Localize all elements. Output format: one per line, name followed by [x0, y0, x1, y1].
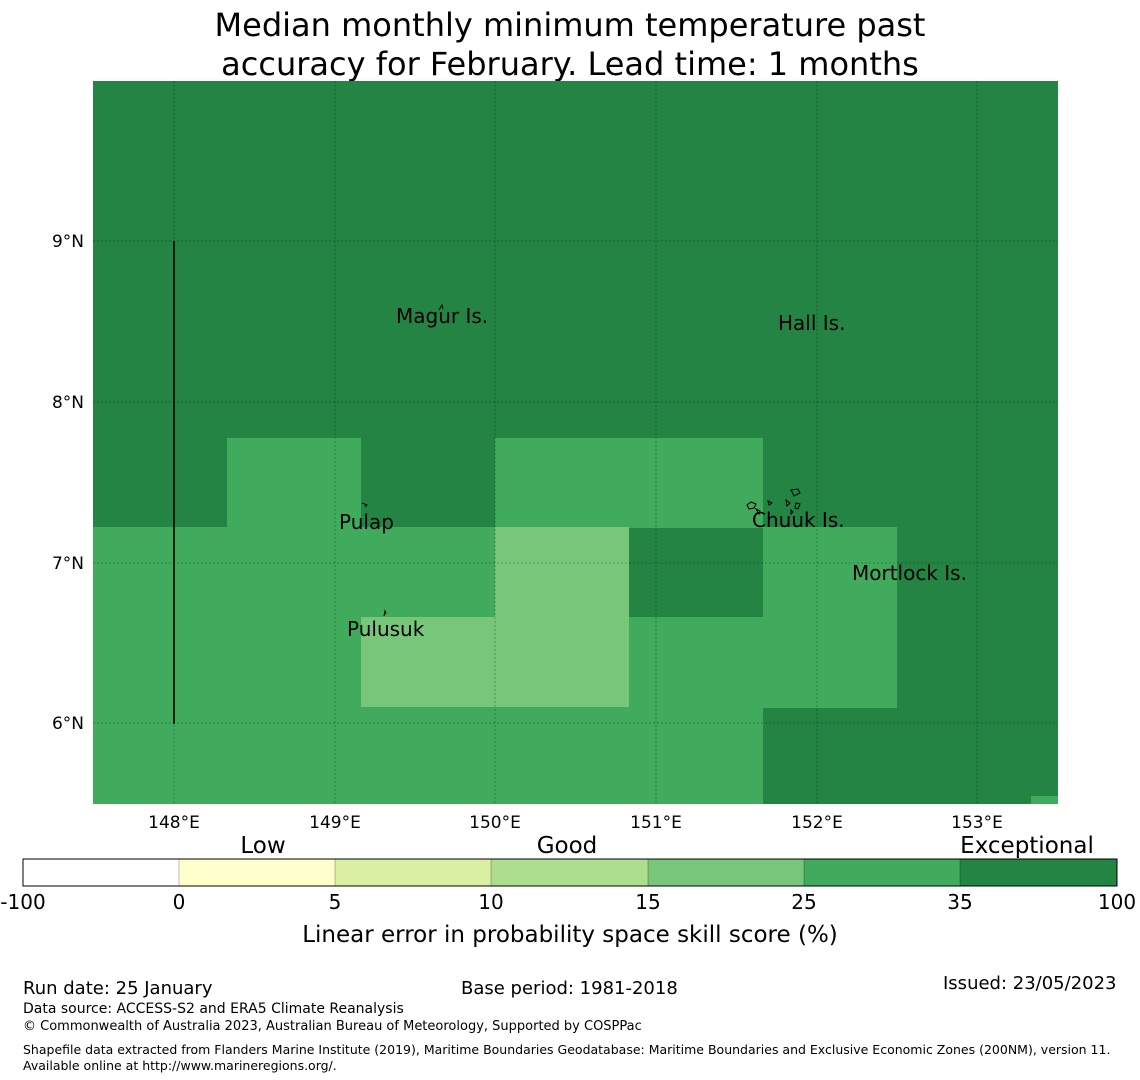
cell-very-good	[629, 617, 897, 708]
cell-very-good	[1031, 796, 1058, 804]
colorbar-swatch	[648, 859, 805, 886]
colorbar-tick: 25	[791, 890, 816, 914]
cell-very-good	[495, 438, 763, 528]
colorbar-swatch	[491, 859, 648, 886]
colorbar-tick: 0	[173, 890, 186, 914]
island-chuuk-north	[790, 488, 801, 497]
colorbar-swatch	[960, 859, 1117, 886]
colorbar-tick: 5	[329, 890, 342, 914]
island-chuuk-islet	[790, 508, 794, 516]
place-label-pulusuk: Pulusuk	[347, 617, 425, 641]
colorbar	[22, 858, 1118, 887]
legend-category-low: Low	[240, 833, 285, 859]
place-label-mortlock: Mortlock Is.	[852, 561, 967, 585]
cell-very-good	[93, 527, 497, 618]
place-label-chuuk: Chuuk Is.	[752, 508, 845, 532]
copyright: © Commonwealth of Australia 2023, Austra…	[23, 1019, 642, 1034]
lon-label: 152°E	[791, 813, 843, 833]
lon-label: 153°E	[951, 813, 1003, 833]
colorbar-swatch	[335, 859, 492, 886]
cell-very-good	[93, 707, 763, 804]
cell-good	[495, 527, 629, 618]
colorbar-tick: 35	[947, 890, 972, 914]
colorbar-tick: 100	[1098, 890, 1136, 914]
legend-category-exceptional: Exceptional	[960, 833, 1094, 859]
lat-label: 6°N	[52, 714, 84, 734]
lon-label: 149°E	[309, 813, 361, 833]
place-label-pulap: Pulap	[339, 510, 394, 534]
issued-date: Issued: 23/05/2023	[943, 973, 1117, 994]
island-chuuk-islet	[767, 500, 773, 506]
data-source: Data source: ACCESS-S2 and ERA5 Climate …	[23, 1001, 404, 1017]
place-label-magur: Magur Is.	[396, 304, 488, 328]
island-chuuk-islet	[794, 502, 801, 510]
base-period: Base period: 1981-2018	[461, 978, 678, 999]
colorbar-frame	[22, 858, 1118, 887]
island-pulap	[361, 502, 368, 508]
lat-label: 9°N	[52, 232, 84, 252]
colorbar-label: Linear error in probability space skill …	[302, 922, 838, 948]
lon-label: 148°E	[148, 813, 200, 833]
island-chuuk-islet	[785, 498, 791, 508]
lat-label: 7°N	[52, 554, 84, 574]
island-chuuk-west	[746, 501, 757, 510]
island-magur	[438, 303, 444, 311]
island-outlines	[361, 303, 801, 617]
cell-very-good	[93, 617, 361, 708]
chart-title-line-2: accuracy for February. Lead time: 1 mont…	[221, 45, 919, 83]
lon-label: 151°E	[630, 813, 682, 833]
colorbar-tick: -100	[0, 890, 45, 914]
cell-very-good	[763, 527, 897, 618]
lon-label: 150°E	[469, 813, 521, 833]
colorbar-swatch	[179, 859, 336, 886]
lat-label: 8°N	[52, 393, 84, 413]
cell-good	[361, 617, 629, 707]
run-date: Run date: 25 January	[23, 978, 213, 999]
gridlines	[93, 81, 1058, 804]
skill-map: Magur Is. Hall Is. Pulap Chuuk Is. Mortl…	[0, 81, 1136, 948]
island-chuuk-islet	[754, 507, 761, 516]
place-label-hall: Hall Is.	[778, 311, 845, 335]
colorbar-swatch	[23, 859, 180, 886]
colorbar-swatch	[804, 859, 961, 886]
island-pulusuk	[383, 609, 387, 617]
colorbar-tick: 10	[478, 890, 503, 914]
shapefile-credit: Shapefile data extracted from Flanders M…	[23, 1042, 1111, 1073]
cell-very-good	[227, 438, 361, 528]
skill-cells	[93, 438, 1058, 804]
colorbar-tick: 15	[635, 890, 660, 914]
legend-category-good: Good	[537, 833, 598, 859]
chart-title-line-1: Median monthly minimum temperature past	[214, 6, 926, 44]
